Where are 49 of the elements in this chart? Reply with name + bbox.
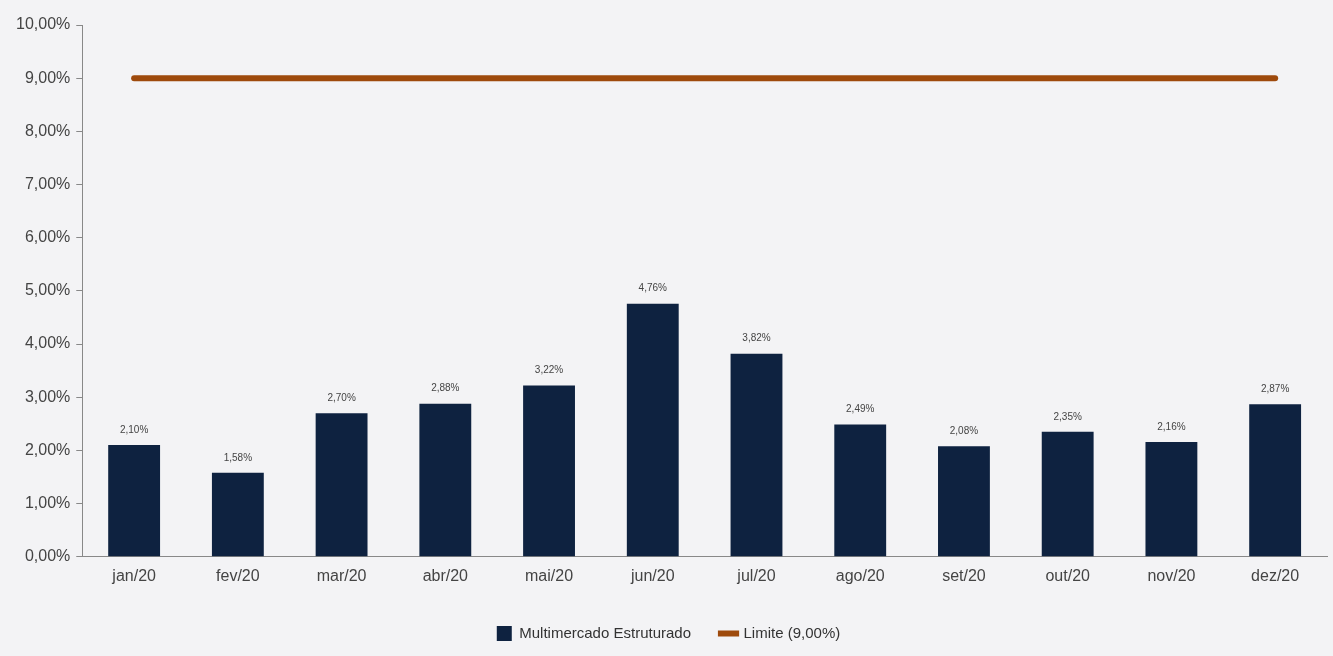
data-label: 2,70%	[327, 391, 356, 403]
bar	[315, 413, 368, 557]
data-label: 4,76%	[638, 282, 668, 294]
x-tick-label: mai/20	[525, 566, 574, 584]
x-tick-label: jun/20	[629, 566, 675, 584]
legend-label: Limite (9,00%)	[743, 623, 841, 641]
data-label: 2,49%	[846, 403, 875, 415]
bar	[1249, 404, 1302, 557]
x-tick-label: abr/20	[422, 566, 469, 584]
bar	[834, 424, 887, 557]
data-label: 2,88%	[431, 382, 460, 394]
y-tick-label: 8,00%	[24, 121, 71, 139]
y-tick-label: 1,00%	[24, 494, 71, 512]
x-tick-label: mar/20	[316, 566, 367, 584]
x-tick-label: set/20	[942, 566, 986, 584]
bar	[938, 446, 990, 557]
data-label: 2,08%	[949, 424, 979, 436]
y-tick-label: 0,00%	[24, 547, 71, 565]
x-tick-label: ago/20	[835, 566, 885, 584]
data-label: 3,82%	[742, 332, 771, 344]
y-tick-label: 10,00%	[16, 15, 71, 33]
bar	[626, 303, 679, 557]
data-label: 1,58%	[223, 451, 253, 463]
data-label: 2,10%	[119, 423, 149, 435]
x-tick-label: jan/20	[111, 566, 157, 584]
y-tick-label: 2,00%	[24, 440, 71, 458]
bar	[108, 445, 161, 557]
y-tick-label: 6,00%	[24, 228, 71, 246]
data-label: 2,16%	[1157, 420, 1186, 432]
y-tick-label: 3,00%	[24, 387, 71, 405]
x-tick-label: jul/20	[736, 566, 776, 584]
x-tick-label: nov/20	[1147, 566, 1196, 584]
x-tick-label: dez/20	[1251, 566, 1300, 584]
data-label: 3,22%	[534, 364, 564, 376]
data-label: 2,87%	[1260, 382, 1290, 394]
bar	[523, 385, 575, 557]
y-tick-label: 7,00%	[24, 174, 71, 192]
bar	[1145, 441, 1198, 557]
y-tick-label: 4,00%	[24, 334, 71, 352]
x-tick-label: fev/20	[216, 566, 260, 584]
x-tick-label: out/20	[1045, 566, 1091, 584]
bar	[211, 472, 264, 557]
bar	[730, 353, 783, 557]
bar	[419, 403, 472, 557]
y-tick-label: 5,00%	[24, 281, 71, 299]
legend-label: Multimercado Estruturado	[519, 623, 692, 641]
data-label: 2,35%	[1053, 410, 1082, 422]
bar	[1041, 431, 1094, 557]
y-tick-label: 9,00%	[24, 68, 71, 86]
